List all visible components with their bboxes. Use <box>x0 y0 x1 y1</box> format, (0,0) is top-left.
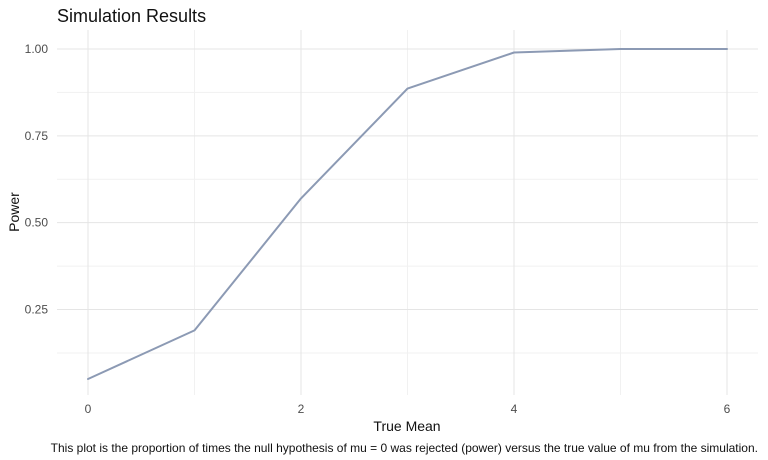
x-tick-label: 2 <box>298 402 305 416</box>
y-axis-label: Power <box>6 192 22 232</box>
y-tick-label: 1.00 <box>25 42 49 56</box>
chart-title: Simulation Results <box>57 6 206 26</box>
x-tick-label: 0 <box>85 402 92 416</box>
y-tick-label: 0.50 <box>25 216 49 230</box>
chart-caption: This plot is the proportion of times the… <box>51 441 758 455</box>
x-axis-ticks: 0 2 4 6 <box>85 402 731 416</box>
y-axis-ticks: 0.25 0.50 0.75 1.00 <box>25 42 49 317</box>
power-series-line <box>87 48 728 380</box>
y-tick-label: 0.75 <box>25 129 49 143</box>
x-tick-label: 6 <box>724 402 731 416</box>
x-axis-label: True Mean <box>373 418 440 434</box>
y-tick-label: 0.25 <box>25 303 49 317</box>
grid-lines <box>57 30 758 395</box>
x-tick-label: 4 <box>511 402 518 416</box>
